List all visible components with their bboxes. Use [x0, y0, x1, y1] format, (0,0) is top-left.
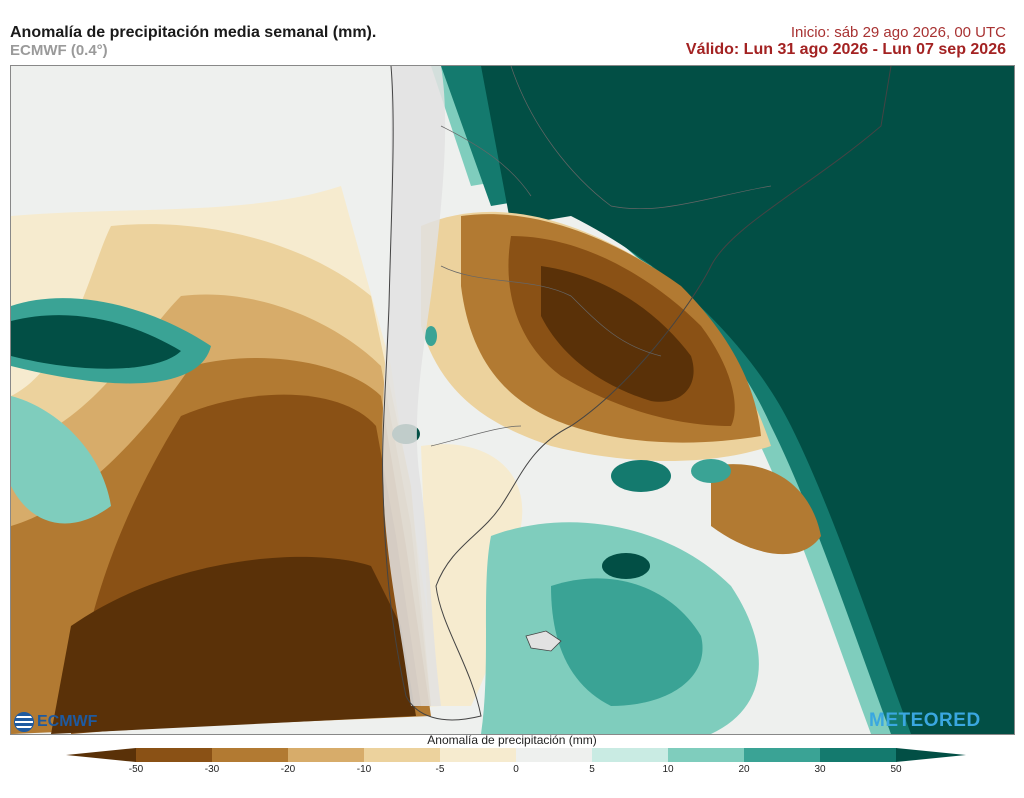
country-borders — [430, 66, 772, 447]
legend-tick-label: -50 — [128, 764, 144, 775]
legend-swatch — [668, 748, 745, 762]
wet-eddy-5 — [425, 326, 437, 346]
wet-eddy-1 — [611, 460, 671, 492]
dry-region-darkest — [51, 556, 416, 734]
dry-region-southeast — [711, 464, 821, 555]
legend-tick-label: -5 — [435, 764, 445, 775]
map-panel[interactable] — [10, 65, 1015, 735]
valid-range: Válido: Lun 31 ago 2026 - Lun 07 sep 202… — [685, 41, 1006, 58]
legend-tick-label: 50 — [890, 764, 902, 775]
south-america-coastline — [382, 66, 892, 721]
legend-swatch — [744, 748, 821, 762]
legend-swatch — [592, 748, 669, 762]
ecmwf-logo: ECMWF — [14, 712, 97, 732]
legend-tick-label: 20 — [738, 764, 750, 775]
init-date: Inicio: sáb 29 ago 2026, 00 UTC — [790, 24, 1006, 41]
wet-patch-west-2 — [11, 396, 111, 524]
andes-land — [382, 66, 446, 706]
map-title: Anomalía de precipitación media semanal … — [10, 24, 377, 41]
wet-patch-west-core — [11, 315, 181, 369]
legend-swatch — [516, 748, 593, 762]
wet-region-southwest-atlantic-core — [551, 578, 703, 706]
model-label: ECMWF (0.4°) — [10, 42, 108, 59]
ecmwf-logo-text: ECMWF — [37, 713, 98, 730]
wet-region-north-core — [481, 66, 1014, 734]
legend-tick-label: 30 — [814, 764, 826, 775]
legend-tick-label: 5 — [589, 764, 595, 775]
legend-swatch — [364, 748, 441, 762]
ecmwf-globe-icon — [14, 712, 34, 732]
wet-eddy-2 — [691, 459, 731, 483]
legend-arrow-left — [66, 748, 136, 762]
meteored-logo: METEORED — [869, 710, 981, 731]
legend-tick-label: -20 — [280, 764, 296, 775]
legend-swatch — [820, 748, 897, 762]
falkland-islands — [525, 630, 562, 652]
legend-tick-label: 10 — [662, 764, 674, 775]
legend-swatch — [136, 748, 213, 762]
legend-tick-label: -30 — [204, 764, 220, 775]
legend-tick-label: -10 — [356, 764, 372, 775]
legend-tick-label: 0 — [513, 764, 519, 775]
precipitation-anomaly-map — [11, 66, 1014, 734]
legend-swatch — [440, 748, 517, 762]
legend-arrow-right — [896, 748, 966, 762]
dry-region-patagonia — [421, 444, 523, 706]
legend-swatch — [288, 748, 365, 762]
legend-swatch — [212, 748, 289, 762]
legend-title: Anomalía de precipitación (mm) — [427, 733, 597, 747]
legend-colorbar — [66, 748, 966, 762]
wet-eddy-3 — [602, 553, 650, 579]
dry-region-argentina-core — [541, 266, 694, 402]
